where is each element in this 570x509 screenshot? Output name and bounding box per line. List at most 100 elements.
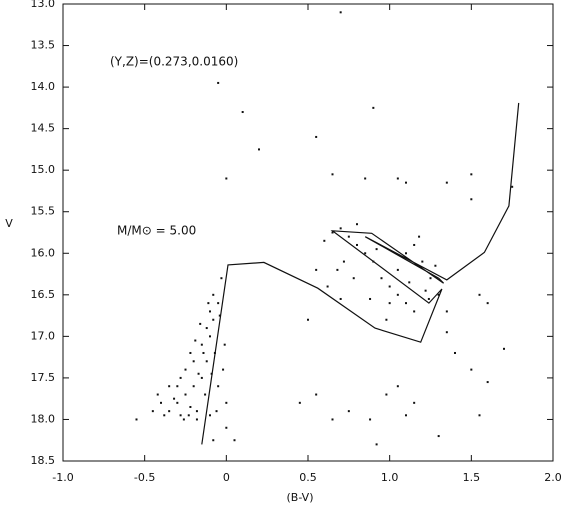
star-point xyxy=(421,260,424,263)
star-point xyxy=(405,302,407,305)
x-tick-label: 2.0 xyxy=(544,471,562,484)
star-point xyxy=(356,243,358,246)
star-point xyxy=(315,268,318,271)
star-point xyxy=(197,372,200,375)
y-tick-label: 17.5 xyxy=(31,371,56,384)
star-point xyxy=(323,239,326,242)
star-point xyxy=(375,248,378,251)
y-tick-label: 18.0 xyxy=(31,412,56,425)
star-point xyxy=(347,235,350,238)
star-point xyxy=(220,277,223,280)
star-point xyxy=(200,343,203,346)
y-tick-label: 13.0 xyxy=(31,0,56,10)
y-axis-label: V xyxy=(5,217,13,230)
star-point xyxy=(218,314,221,317)
x-tick-label: -1.0 xyxy=(52,471,73,484)
star-point xyxy=(223,343,226,346)
star-point xyxy=(189,405,192,408)
star-point xyxy=(511,185,514,188)
star-point xyxy=(413,310,416,313)
star-point xyxy=(156,393,159,396)
star-point xyxy=(427,297,430,300)
star-point xyxy=(298,401,301,404)
star-point xyxy=(478,293,481,296)
star-point xyxy=(424,289,427,292)
star-point xyxy=(375,443,378,446)
star-point xyxy=(396,268,399,271)
star-point xyxy=(194,339,197,342)
star-point xyxy=(445,181,448,184)
star-point xyxy=(160,401,162,404)
star-point xyxy=(356,223,358,226)
star-point xyxy=(195,418,198,421)
star-point xyxy=(364,252,367,255)
star-point xyxy=(470,368,473,371)
y-tick-label: 15.0 xyxy=(31,163,56,176)
annotation: M/M⊙ = 5.00 xyxy=(117,224,196,238)
star-point xyxy=(241,111,244,114)
star-point xyxy=(184,368,187,371)
y-tick-label: 16.0 xyxy=(31,246,56,259)
star-point xyxy=(217,385,220,388)
star-point xyxy=(380,277,383,280)
star-point xyxy=(135,418,138,421)
star-point xyxy=(352,277,355,280)
star-point xyxy=(163,414,166,417)
star-point xyxy=(225,426,228,429)
star-point xyxy=(212,318,215,321)
x-tick-label: 0.5 xyxy=(299,471,317,484)
star-point xyxy=(388,302,391,305)
annotation: (Y,Z)=(0.273,0.0160) xyxy=(110,55,238,69)
star-point xyxy=(173,397,176,400)
x-tick-label: -0.5 xyxy=(134,471,155,484)
star-point xyxy=(151,410,154,413)
star-point xyxy=(437,293,440,296)
star-point xyxy=(454,351,456,354)
star-point xyxy=(413,401,416,404)
star-point xyxy=(192,385,195,388)
star-point xyxy=(437,435,440,438)
star-point xyxy=(434,264,437,267)
star-point xyxy=(385,318,388,321)
star-point xyxy=(339,227,342,230)
star-point xyxy=(209,310,211,313)
star-point xyxy=(396,293,399,296)
y-tick-label: 18.5 xyxy=(31,454,56,467)
star-point xyxy=(205,327,208,330)
y-tick-label: 17.0 xyxy=(31,329,56,342)
star-point xyxy=(168,385,171,388)
star-point xyxy=(176,385,179,388)
star-point xyxy=(347,410,350,413)
y-tick-label: 15.5 xyxy=(31,205,56,218)
star-point xyxy=(233,439,236,442)
star-point xyxy=(192,360,195,363)
x-tick-label: 0 xyxy=(223,471,230,484)
star-point xyxy=(258,148,260,151)
y-tick-label: 16.5 xyxy=(31,288,56,301)
x-tick-label: 1.0 xyxy=(381,471,399,484)
star-point xyxy=(405,181,407,184)
star-point xyxy=(331,173,334,176)
star-point xyxy=(222,368,225,371)
star-point xyxy=(470,198,473,201)
star-point xyxy=(413,243,416,246)
x-axis-label: (B-V) xyxy=(287,491,314,504)
star-point xyxy=(187,414,190,417)
star-point xyxy=(202,351,205,354)
star-point xyxy=(307,318,309,321)
star-point xyxy=(199,322,202,325)
star-point xyxy=(408,281,411,284)
star-point xyxy=(369,418,372,421)
star-point xyxy=(209,414,211,417)
star-point xyxy=(168,410,171,413)
star-point xyxy=(486,381,489,384)
star-point xyxy=(486,302,489,305)
star-point xyxy=(326,285,329,288)
star-point xyxy=(388,285,391,288)
star-point xyxy=(429,277,432,280)
star-point xyxy=(207,302,210,305)
star-point xyxy=(405,252,407,255)
star-point xyxy=(179,376,182,379)
star-point xyxy=(184,393,187,396)
